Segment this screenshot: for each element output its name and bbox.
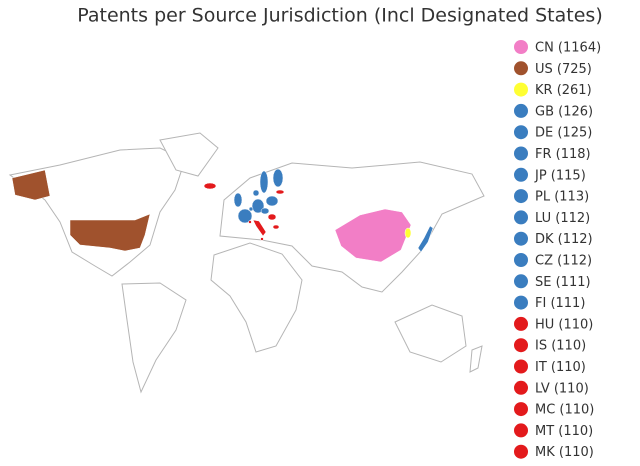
legend-label: MK (110) [535, 445, 594, 460]
region [11, 169, 151, 252]
legend-label: HU (110) [535, 317, 593, 332]
legend-label: PL (113) [535, 190, 589, 205]
region [252, 219, 267, 237]
legend-marker [514, 167, 528, 182]
legend-label: GB (126) [535, 104, 593, 119]
region [417, 225, 434, 253]
legend-marker [514, 82, 528, 97]
legend-marker [514, 61, 528, 76]
land [469, 345, 483, 373]
legend-marker [514, 295, 528, 310]
legend-marker [514, 316, 528, 331]
legend-label: FR (118) [535, 147, 591, 162]
land [8, 147, 186, 277]
legend-label: CZ (112) [535, 254, 592, 269]
region [251, 198, 265, 214]
legend-marker [514, 125, 528, 140]
legend-marker [514, 402, 528, 417]
legend-marker [514, 231, 528, 246]
chart-title: Patents per Source Jurisdiction (Incl De… [77, 5, 602, 27]
legend-marker [514, 380, 528, 395]
region [275, 189, 285, 195]
legend-label: IT (110) [535, 360, 586, 375]
legend-label: LV (110) [535, 381, 589, 396]
legend-label: KR (261) [535, 83, 592, 98]
legend-marker [514, 40, 528, 54]
legend-marker [514, 274, 528, 289]
legend-label: LU (112) [535, 211, 590, 226]
world-outline [8, 132, 485, 394]
region [233, 192, 243, 208]
land [394, 304, 467, 363]
legend-marker [514, 103, 528, 118]
legend-label: MC (110) [535, 403, 594, 418]
legend-marker [514, 210, 528, 225]
legend-marker [514, 189, 528, 204]
legend-label: US (725) [535, 62, 592, 77]
region [259, 170, 269, 194]
legend-label: FI (111) [535, 296, 585, 311]
legend-label: CN (1164) [535, 41, 601, 56]
legend-label: DK (112) [535, 232, 593, 247]
region [404, 227, 412, 239]
legend-label: IS (110) [535, 339, 586, 354]
region [265, 195, 279, 207]
region [267, 213, 277, 221]
region [248, 220, 252, 224]
region [260, 207, 270, 215]
region [248, 206, 254, 212]
region [237, 208, 253, 224]
land [121, 282, 187, 394]
legend-label: JP (115) [534, 168, 586, 183]
land [210, 242, 303, 353]
region [252, 189, 260, 197]
legend-marker [514, 423, 528, 438]
legend-marker [514, 359, 528, 374]
legend-marker [514, 338, 528, 353]
region [334, 208, 412, 263]
region [260, 237, 264, 241]
legend-marker [514, 444, 528, 459]
legend-label: SE (111) [535, 275, 591, 290]
legend-marker [514, 253, 528, 267]
region [272, 224, 280, 230]
legend-marker [514, 146, 528, 161]
legend-label: MT (110) [535, 424, 593, 439]
region [203, 182, 217, 190]
land [159, 132, 219, 177]
region [272, 168, 284, 188]
legend-label: DE (125) [535, 126, 592, 141]
